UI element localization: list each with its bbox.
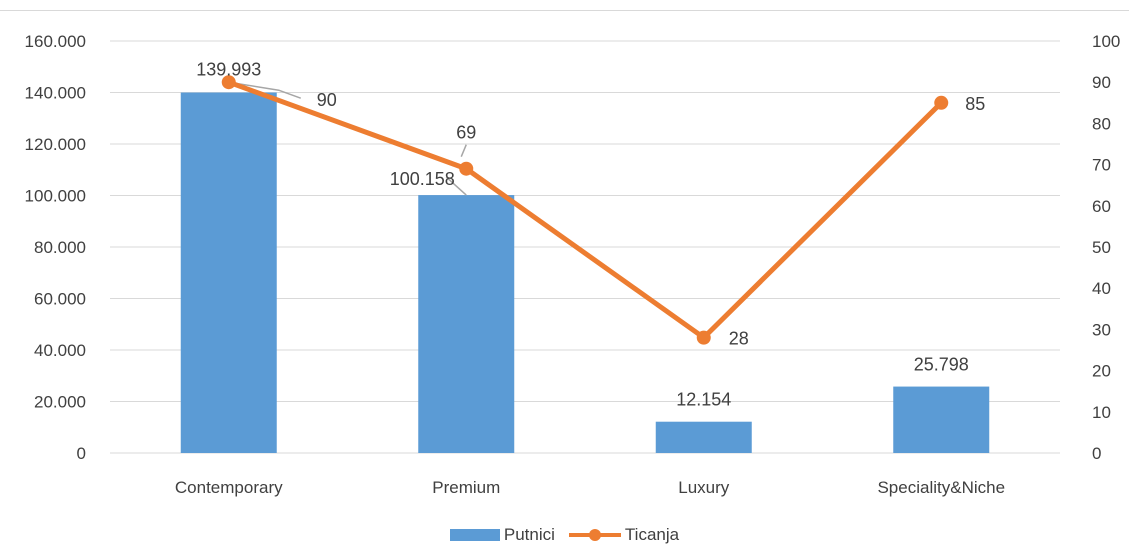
y-right-tick-label: 90 [1092,73,1111,92]
bar [180,92,277,453]
legend-line-swatch [568,529,621,541]
y-right-tick-label: 80 [1092,114,1111,133]
legend-bar-swatch [449,529,500,541]
y-right-tick-label: 40 [1092,279,1111,298]
bar [893,386,990,453]
line-layer [221,75,949,345]
bar [418,195,515,454]
top-border-line [0,10,1129,11]
y-right-tick-label: 70 [1092,156,1111,175]
line-marker [459,161,474,176]
bar-data-label: 100.158 [390,169,455,189]
y-right-tick-label: 60 [1092,197,1111,216]
leader-layer [228,81,467,196]
line-data-label: 90 [317,90,337,110]
y-left-tick-label: 60.000 [34,290,86,309]
y-left-tick-label: 160.000 [25,32,86,51]
bar-data-label: 25.798 [914,355,969,375]
y-right-tick-label: 50 [1092,238,1111,257]
line-data-label: 85 [965,94,985,114]
leader-line [460,144,467,158]
y-left-tick-label: 140.000 [25,84,86,103]
bars-layer [180,92,990,454]
chart-legend: Putnici Ticanja [0,525,1129,545]
legend-item-line: Ticanja [568,525,680,545]
line-data-label: 69 [456,123,476,143]
x-category-label: Speciality&Niche [877,478,1005,497]
axes-layer: 0 20.000 40.000 60.000 80.000 100.000 120.000 1… [25,32,1121,497]
x-category-label: Premium [432,478,500,497]
x-category-label: Contemporary [175,478,283,497]
y-left-tick-label: 0 [77,444,86,463]
line-marker [221,75,236,90]
y-left-tick-label: 40.000 [34,341,86,360]
y-right-tick-label: 100 [1092,32,1120,51]
bar-data-label: 139.993 [196,60,261,80]
y-right-tick-label: 20 [1092,362,1111,381]
bar-data-label: 12.154 [676,390,731,410]
y-left-tick-label: 120.000 [25,135,86,154]
line-marker [696,330,711,345]
line-marker [934,95,949,110]
x-category-label: Luxury [678,478,730,497]
y-right-tick-label: 0 [1092,444,1101,463]
legend-item-bar: Putnici [449,525,555,545]
y-right-tick-label: 30 [1092,320,1111,339]
y-left-tick-label: 80.000 [34,238,86,257]
leader-line [228,81,302,99]
y-left-tick-label: 100.000 [25,187,86,206]
legend-label-line: Ticanja [624,525,680,544]
legend-label-bar: Putnici [503,525,555,544]
y-left-tick-label: 20.000 [34,393,86,412]
labels-layer: 139.993 100.158 12.154 25.798 90 69 28 85 [196,60,985,410]
y-right-tick-label: 10 [1092,403,1111,422]
leader-line [445,176,467,196]
series-line [226,79,944,341]
bar [655,421,752,453]
line-data-label: 28 [729,329,749,349]
